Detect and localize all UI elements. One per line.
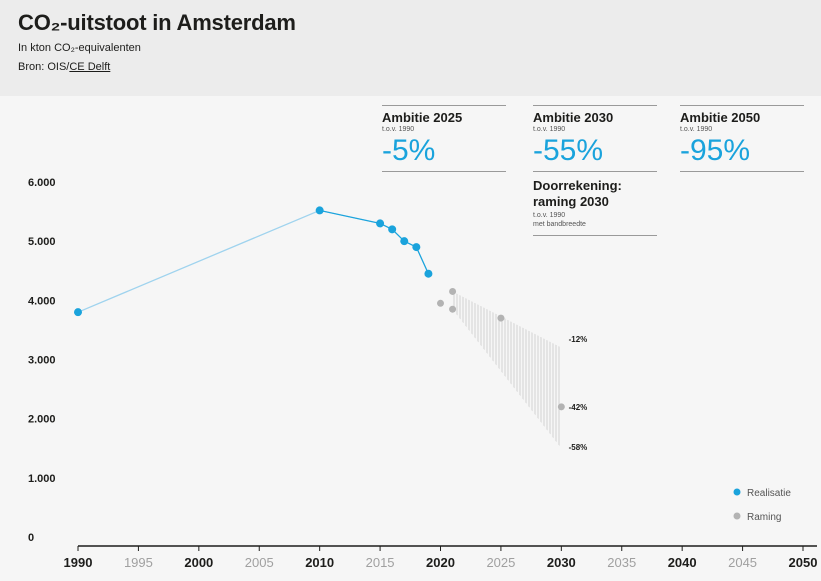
realisatie-point — [376, 219, 385, 228]
band-annotation: -42% — [569, 403, 588, 412]
ambition-bottom-rule — [680, 171, 804, 172]
ambition-2030: Ambitie 2030 t.o.v. 1990 -55% Doorrekeni… — [533, 105, 657, 236]
ambition-sub: t.o.v. 1990 — [680, 126, 713, 133]
y-tick-label: 0 — [28, 532, 34, 544]
realisatie-point — [315, 206, 324, 215]
ambition-top-rule — [533, 105, 657, 106]
legend-realisatie-marker — [733, 488, 741, 496]
x-tick-label: 1990 — [64, 555, 93, 570]
x-tick-label: 2050 — [789, 555, 818, 570]
x-tick-label: 2000 — [184, 555, 213, 570]
y-tick-label: 5.000 — [28, 236, 56, 248]
y-tick-label: 6.000 — [28, 177, 56, 189]
realisatie-point — [400, 237, 409, 246]
plot-background — [0, 96, 821, 581]
ambition-percentage: -5% — [382, 134, 436, 167]
ambition-name: Ambitie 2025 — [382, 110, 463, 125]
ambition-top-rule — [680, 105, 804, 106]
legend-raming-label: Raming — [747, 512, 781, 523]
chart-subtitle: In kton CO₂-equivalenten — [18, 42, 141, 54]
ambition-2050: Ambitie 2050 t.o.v. 1990 -95% — [680, 105, 804, 172]
ambition-bottom-rule — [533, 171, 657, 172]
ambition-percentage: -95% — [680, 134, 751, 167]
x-tick-label: 2025 — [486, 555, 515, 570]
x-tick-label: 2045 — [728, 555, 757, 570]
y-tick-label: 1.000 — [28, 473, 56, 485]
x-tick-label: 2020 — [426, 555, 455, 570]
ambition-sub: t.o.v. 1990 — [382, 126, 415, 133]
y-tick-label: 2.000 — [28, 414, 56, 426]
chart-header: CO₂-uitstoot in Amsterdam In kton CO₂-eq… — [0, 0, 821, 96]
raming-point — [557, 403, 565, 411]
x-tick-label: 2040 — [668, 555, 697, 570]
realisatie-point — [388, 225, 397, 234]
x-tick-label: 2030 — [547, 555, 576, 570]
projection-band — [452, 291, 562, 449]
x-tick-label: 2015 — [366, 555, 395, 570]
raming-point — [449, 305, 457, 313]
projection-title-line2: raming 2030 — [533, 194, 609, 209]
ambition-bottom-rule — [382, 171, 506, 172]
y-tick-label: 4.000 — [28, 295, 56, 307]
x-tick-label: 2010 — [305, 555, 334, 570]
ambition-top-rule — [382, 105, 506, 106]
band-annotation: -12% — [569, 335, 588, 344]
x-tick-label: 2005 — [245, 555, 274, 570]
y-tick-label: 3.000 — [28, 355, 56, 367]
realisatie-line-recent — [319, 209, 429, 274]
ambition-2025: Ambitie 2025 t.o.v. 1990 -5% — [382, 105, 506, 172]
projection-bottom-rule — [533, 235, 657, 236]
legend-realisatie-label: Realisatie — [747, 488, 791, 499]
ambition-percentage: -55% — [533, 134, 604, 167]
page-title: CO₂-uitstoot in Amsterdam — [18, 10, 296, 35]
band-annotation: -58% — [569, 443, 588, 452]
x-tick-label: 1995 — [124, 555, 153, 570]
legend-raming-marker — [733, 512, 741, 520]
raming-point — [437, 299, 444, 307]
source-prefix: Bron: OIS/ — [18, 61, 70, 73]
ambition-name: Ambitie 2030 — [533, 110, 614, 125]
realisatie-point — [74, 308, 82, 317]
ambition-name: Ambitie 2050 — [680, 110, 761, 125]
realisatie-point — [412, 243, 421, 252]
x-tick-label: 2035 — [607, 555, 636, 570]
source-link[interactable]: CE Delft — [69, 61, 111, 73]
ambition-sub: t.o.v. 1990 — [533, 126, 566, 133]
raming-point — [449, 287, 457, 295]
source-line: Bron: OIS/CE Delft — [18, 61, 110, 73]
raming-point — [497, 314, 505, 322]
realisatie-point — [424, 269, 433, 278]
projection-sub-line1: t.o.v. 1990 — [533, 212, 566, 219]
projection-sub-line2: met bandbreedte — [533, 221, 586, 228]
projection-title-line1: Doorrekening: — [533, 178, 622, 193]
realisatie-line — [77, 209, 430, 313]
